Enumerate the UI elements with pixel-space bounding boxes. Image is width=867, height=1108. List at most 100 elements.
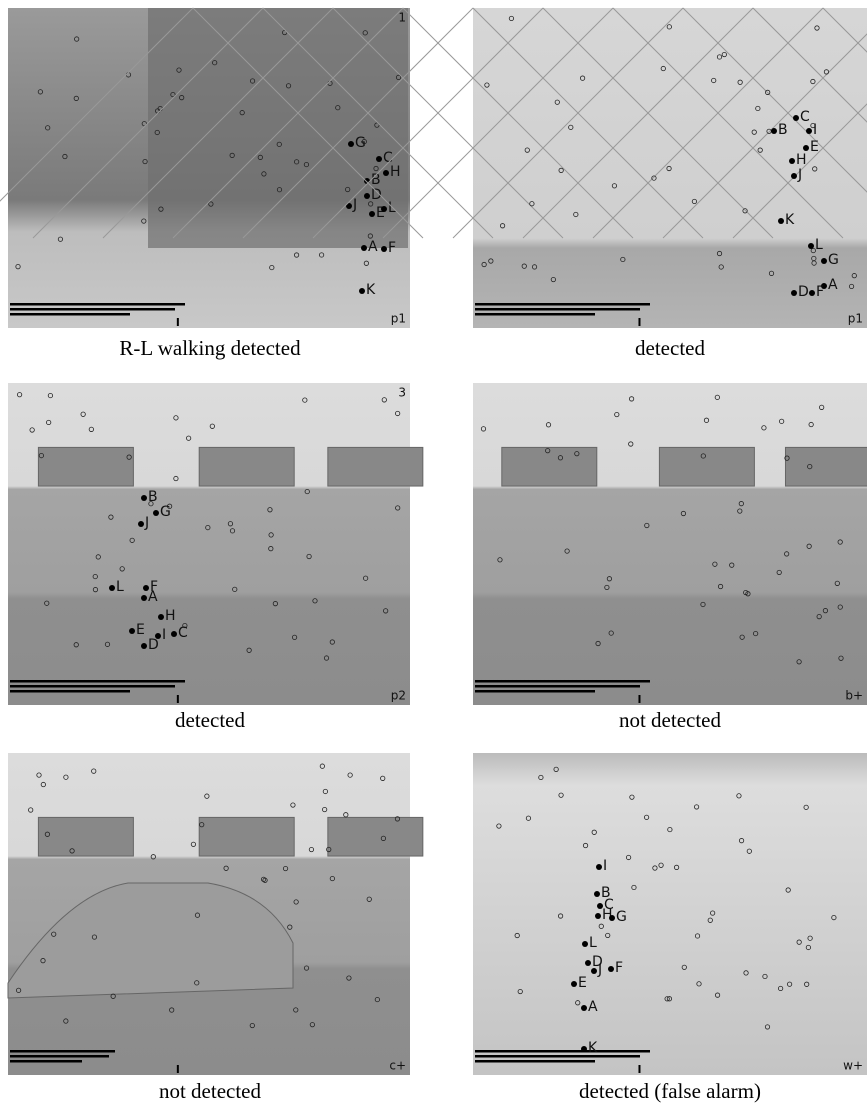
point-label: G (355, 135, 366, 151)
point-label: B (148, 489, 158, 505)
tick (177, 1065, 179, 1073)
window (38, 817, 133, 856)
point (364, 178, 370, 184)
point (791, 173, 797, 179)
point (821, 258, 827, 264)
point (141, 643, 147, 649)
caption: detected (175, 708, 245, 732)
point (359, 288, 365, 294)
caption: not detected (619, 708, 722, 732)
point (803, 145, 809, 151)
panel-tag: c+ (389, 1059, 406, 1073)
point-label: J (144, 515, 149, 531)
bar-indicator (10, 1050, 115, 1053)
point (571, 981, 577, 987)
point (771, 128, 777, 134)
point-label: A (148, 589, 158, 605)
point-label: E (136, 622, 145, 638)
point (361, 245, 367, 251)
tick (638, 318, 640, 326)
point (129, 628, 135, 634)
point-label: K (588, 1040, 598, 1056)
point-label: F (816, 284, 824, 300)
tick (638, 695, 640, 703)
bar-indicator (10, 1060, 82, 1063)
tick (177, 695, 179, 703)
point (594, 891, 600, 897)
point (778, 218, 784, 224)
point (581, 1005, 587, 1011)
bar-indicator (475, 685, 640, 688)
window (328, 817, 423, 856)
point (582, 941, 588, 947)
bar-indicator (475, 1050, 650, 1053)
tick (638, 1065, 640, 1073)
frame-number: 1 (398, 11, 406, 25)
window (785, 447, 867, 486)
point (808, 243, 814, 249)
photo (473, 753, 867, 1075)
point (595, 913, 601, 919)
window (659, 447, 754, 486)
window (199, 817, 294, 856)
bar-indicator (475, 690, 595, 693)
point-label: J (797, 167, 802, 183)
caption: detected (635, 336, 705, 360)
point-label: H (390, 164, 401, 180)
bar-indicator (475, 303, 650, 306)
panel-tag: b+ (845, 689, 863, 703)
point (809, 290, 815, 296)
point (171, 631, 177, 637)
point (791, 290, 797, 296)
point (591, 968, 597, 974)
panel-tag: p1 (391, 312, 406, 326)
point-label: J (352, 197, 357, 213)
point-label: A (828, 277, 838, 293)
panel: c+not detected (8, 753, 423, 1103)
point (806, 128, 812, 134)
point (109, 585, 115, 591)
point-label: K (785, 212, 795, 228)
point-label: L (388, 200, 396, 216)
bar-indicator (475, 1060, 595, 1063)
bar-indicator (10, 680, 185, 683)
point-label: I (813, 122, 817, 138)
frame-number: 3 (398, 386, 406, 400)
point-label: H (796, 152, 807, 168)
point-label: D (148, 637, 159, 653)
point (376, 156, 382, 162)
point-label: L (116, 579, 124, 595)
point (158, 614, 164, 620)
panel-tag: p1 (848, 312, 863, 326)
bar-indicator (475, 1055, 640, 1058)
point-label: A (588, 999, 598, 1015)
point-label: E (578, 975, 587, 991)
panel-tag: w+ (843, 1059, 863, 1073)
point-label: B (778, 122, 788, 138)
bar-indicator (10, 303, 185, 306)
bar-indicator (475, 680, 650, 683)
bar-indicator (10, 690, 130, 693)
point (596, 864, 602, 870)
point-label: A (368, 239, 378, 255)
bar-indicator (10, 685, 175, 688)
point-label: I (603, 858, 607, 874)
window (199, 447, 294, 486)
photo (473, 8, 867, 328)
point-label: B (371, 172, 381, 188)
figure: GCHBDJELAFK1p1R-L walking detectedCBIEHJ… (0, 0, 867, 1108)
point (609, 915, 615, 921)
photo (8, 383, 410, 705)
point-label: I (162, 627, 166, 643)
bar-indicator (10, 1055, 109, 1058)
point-label: K (366, 282, 376, 298)
point-label: H (165, 608, 176, 624)
point (585, 960, 591, 966)
point-label: F (388, 240, 396, 256)
point (369, 211, 375, 217)
bar-indicator (475, 308, 640, 311)
bar-indicator (10, 308, 175, 311)
caption: R-L walking detected (119, 336, 301, 360)
panel: IBCHGLDJFEAKw+detected (false alarm) (473, 753, 867, 1103)
